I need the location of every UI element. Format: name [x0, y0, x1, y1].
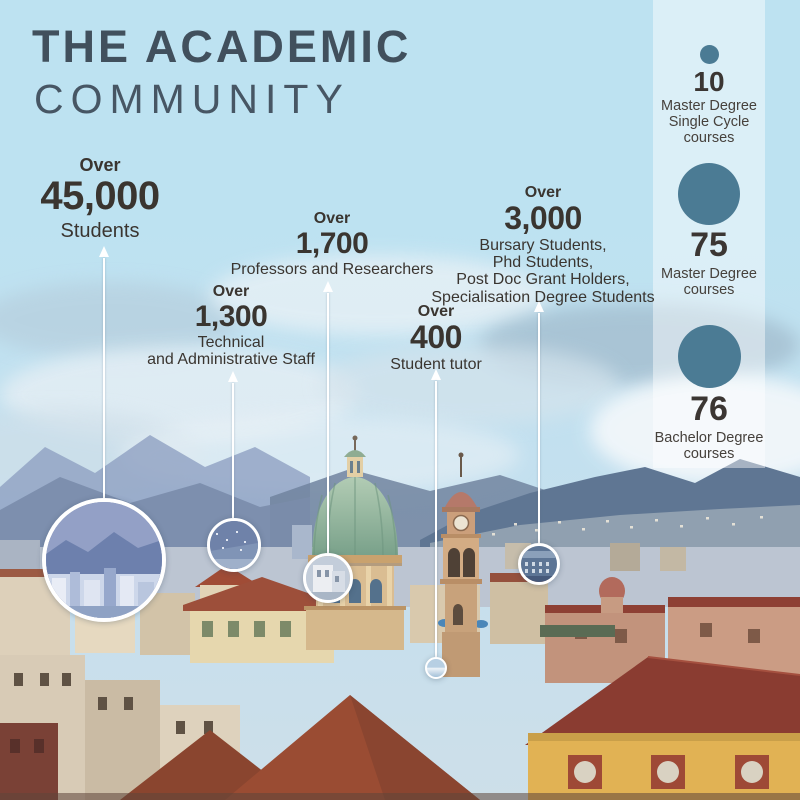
stat-label: Professors and Researchers [230, 261, 434, 279]
course-master-single-cycle: 10 Master Degree Single Cycle courses [653, 45, 765, 147]
callout-line-bursary [538, 313, 540, 543]
stat-label: Students [60, 219, 140, 242]
stat-tutors: Over 400 Student tutor [390, 303, 482, 373]
stat-prefix: Over [417, 303, 455, 320]
stat-bursary: Over 3,000 Bursary Students, Phd Student… [431, 184, 654, 306]
callout-arrow-tutors-icon [431, 369, 441, 380]
stat-value: 1,300 [194, 300, 268, 333]
course-value: 75 [690, 226, 728, 264]
course-label: Master Degree Single Cycle courses [661, 98, 757, 147]
stat-label: Technical and Administrative Staff [147, 334, 315, 369]
callout-arrow-bursary-icon [534, 301, 544, 312]
stat-staff: Over 1,300 Technical and Administrative … [147, 283, 315, 368]
courses-sidebar-band [653, 0, 765, 468]
stat-prefix: Over [524, 184, 562, 201]
callout-arrow-students-icon [99, 246, 109, 257]
course-master-degree: 75 Master Degree courses [653, 163, 765, 299]
course-bachelor-degree: 76 Bachelor Degree courses [653, 325, 765, 463]
photo-zoom-circle-students [42, 498, 166, 622]
photo-zoom-circle-tutors [425, 657, 447, 679]
course-value: 10 [693, 66, 725, 97]
stat-students: Over 45,000 Students [40, 155, 160, 242]
callout-line-professors [327, 293, 329, 553]
callout-line-staff [232, 383, 234, 518]
photo-zoom-circle-professors [303, 553, 353, 603]
callout-arrow-professors-icon [323, 281, 333, 292]
course-dot-circle [699, 45, 719, 64]
title-block: THE ACADEMIC COMMUNITY [32, 24, 411, 120]
page-title-line1: THE ACADEMIC [32, 21, 412, 72]
stat-value: 1,700 [295, 227, 369, 260]
course-value: 76 [690, 390, 728, 428]
stat-prefix: Over [313, 210, 351, 227]
stat-label: Bursary Students, Phd Students, Post Doc… [431, 237, 655, 306]
callout-arrow-staff-icon [228, 371, 238, 382]
page-title-line2: COMMUNITY [34, 76, 350, 122]
course-circle [678, 163, 740, 225]
stat-value: 400 [410, 319, 462, 355]
stat-value: 3,000 [504, 200, 582, 236]
course-label: Bachelor Degree courses [654, 429, 764, 462]
stat-prefix: Over [212, 283, 250, 300]
callout-line-tutors [435, 381, 437, 657]
bell-tower [440, 452, 482, 677]
stat-professors: Over 1,700 Professors and Researchers [231, 210, 434, 278]
photo-zoom-circle-bursary [518, 543, 560, 585]
course-label: Master Degree courses [661, 265, 757, 298]
clouds [0, 255, 800, 500]
callout-line-students [103, 258, 105, 498]
city-foreground [0, 655, 800, 800]
stat-prefix: Over [79, 155, 121, 175]
photo-zoom-circle-staff [207, 518, 261, 572]
stat-value: 45,000 [40, 174, 160, 218]
course-circle [677, 325, 741, 388]
